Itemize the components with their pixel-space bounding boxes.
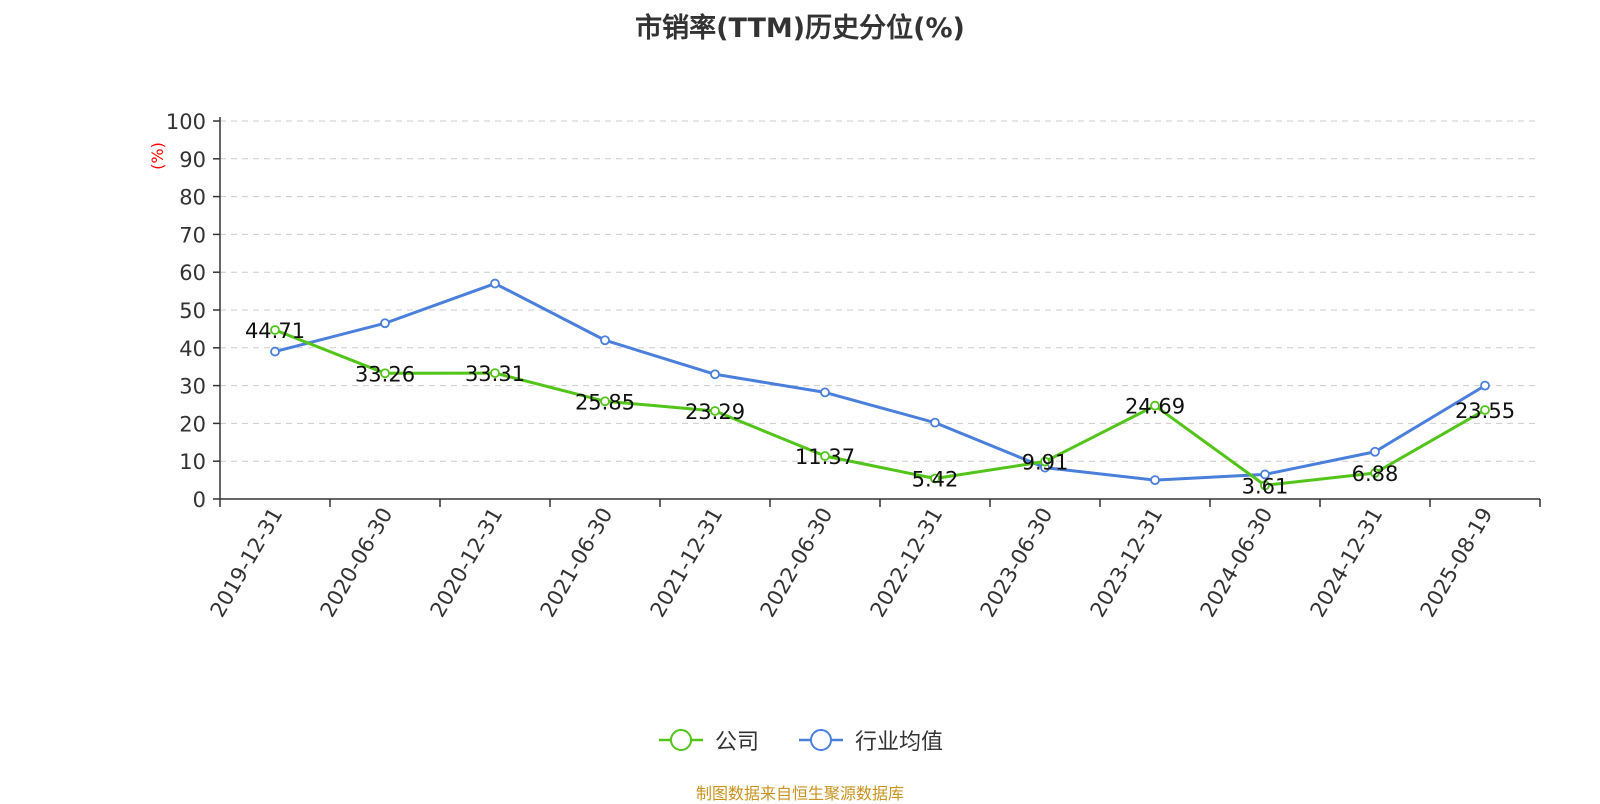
data-point-industry (270, 346, 280, 357)
data-point-industry (380, 318, 390, 329)
data-label: 5.42 (912, 468, 959, 492)
data-label: 33.31 (465, 362, 525, 386)
x-tick-label: 2025-08-19 (1416, 504, 1498, 622)
data-point-industry (820, 387, 830, 398)
y-tick-label: 100 (166, 110, 206, 134)
x-tick-label: 2024-12-31 (1306, 504, 1388, 622)
x-tick-label: 2023-06-30 (976, 504, 1058, 622)
chart-title: 市销率(TTM)历史分位(%) (635, 13, 965, 44)
legend-industry-label: 行业均值 (855, 730, 944, 755)
source-footer: 制图数据来自恒生聚源数据库 (695, 784, 904, 803)
data-label: 44.71 (245, 319, 305, 343)
data-point-company (490, 368, 500, 378)
legend-item-industry[interactable]: 行业均值 (797, 724, 943, 756)
data-point-company (1040, 456, 1050, 467)
x-tick-label: 2020-12-31 (426, 504, 508, 622)
y-tick-label: 60 (179, 261, 206, 285)
y-axis-label: (%) (148, 142, 167, 170)
data-point-company (1370, 468, 1380, 478)
data-point-company (1480, 405, 1490, 415)
legend-company-marker (658, 729, 703, 751)
data-point-company (600, 396, 610, 407)
data-point-company (710, 406, 720, 416)
series-line-industry (274, 282, 1486, 482)
data-point-company (380, 368, 390, 379)
y-tick-label: 90 (179, 148, 206, 172)
data-label: 3.61 (1242, 474, 1289, 498)
data-point-industry (1150, 475, 1160, 486)
data-label: 24.69 (1125, 395, 1185, 419)
y-tick-label: 0 (193, 488, 206, 512)
x-tick-label: 2019-12-31 (206, 504, 288, 622)
data-label: 11.37 (795, 445, 855, 469)
data-point-industry (710, 369, 720, 380)
data-point-industry (1480, 380, 1490, 391)
y-tick-label: 40 (179, 337, 206, 361)
data-label: 25.85 (575, 390, 635, 414)
x-tick-label: 2022-12-31 (866, 504, 948, 622)
y-tick-label: 80 (179, 186, 206, 210)
x-tick-label: 2021-06-30 (536, 504, 618, 622)
data-point-industry (930, 417, 940, 428)
data-point-company (930, 473, 940, 484)
y-tick-label: 20 (179, 412, 206, 436)
legend: 公司 行业均值 (0, 724, 1600, 756)
y-tick-label: 50 (179, 299, 206, 323)
x-tick-label: 2021-12-31 (646, 504, 728, 622)
data-point-company (820, 451, 830, 461)
x-tick-label: 2023-12-31 (1086, 504, 1168, 622)
legend-company-label: 公司 (714, 730, 759, 755)
data-label: 23.29 (685, 400, 745, 424)
data-label: 6.88 (1352, 462, 1399, 486)
y-tick-label: 70 (179, 223, 206, 247)
series-line-company (274, 328, 1486, 487)
data-point-industry (1370, 446, 1380, 457)
legend-industry-marker (799, 729, 843, 751)
data-point-company (270, 325, 280, 335)
data-point-company (1260, 480, 1270, 491)
x-tick-label: 2024-06-30 (1196, 504, 1278, 622)
data-point-industry (1260, 469, 1270, 480)
data-point-industry (600, 335, 610, 346)
y-tick-label: 30 (179, 375, 206, 399)
y-tick-label: 10 (179, 450, 206, 474)
line-chart: 0 10 20 30 40 50 60 70 80 90 100 (%) 2019-12-31 2020-… (148, 110, 1541, 622)
data-label: 33.26 (355, 362, 415, 386)
legend-item-company[interactable]: 公司 (657, 724, 759, 756)
data-point-company (1150, 400, 1160, 411)
data-label: 9.91 (1022, 451, 1069, 475)
x-tick-label: 2022-06-30 (756, 504, 838, 622)
x-tick-label: 2020-06-30 (316, 504, 398, 622)
data-label: 23.55 (1455, 399, 1515, 423)
data-point-industry (490, 278, 500, 289)
